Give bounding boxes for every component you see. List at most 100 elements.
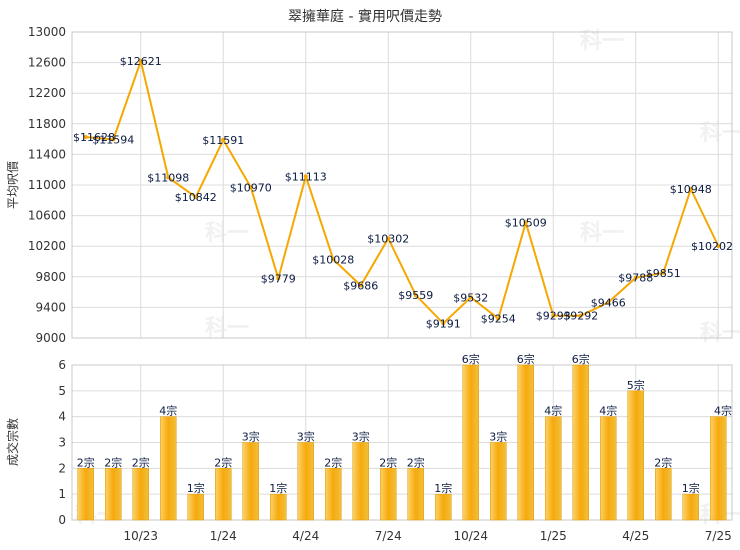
price-data-label: $9779 xyxy=(261,272,296,285)
volume-bar xyxy=(435,493,452,521)
x-tick-label: 1/25 xyxy=(540,529,567,543)
price-point xyxy=(138,58,143,63)
price-data-label: $10028 xyxy=(312,253,354,266)
volume-data-label: 2宗 xyxy=(104,455,122,469)
volume-data-label: 1宗 xyxy=(187,481,205,495)
price-data-label: $11098 xyxy=(147,172,189,185)
price-point xyxy=(221,137,226,142)
volume-data-label: 4宗 xyxy=(714,404,732,418)
x-tick-label: 1/24 xyxy=(210,529,237,543)
price-point xyxy=(661,270,666,275)
y-tick-label: 13000 xyxy=(28,25,66,39)
price-data-label: $11113 xyxy=(285,170,327,183)
price-point xyxy=(358,283,363,288)
volume-data-label: 4宗 xyxy=(544,404,562,418)
price-point xyxy=(496,316,501,321)
volume-bar xyxy=(572,364,589,521)
price-point xyxy=(248,185,253,190)
y-tick-label: 2 xyxy=(58,461,66,475)
price-data-label: $9292 xyxy=(563,310,598,323)
volume-data-label: 1宗 xyxy=(434,481,452,495)
volume-bar xyxy=(545,416,562,521)
price-point xyxy=(578,313,583,318)
price-data-label: $11591 xyxy=(202,134,244,147)
price-series-line xyxy=(85,57,720,325)
volume-y-axis-label: 成交宗數 xyxy=(5,418,20,466)
price-data-label: $10302 xyxy=(367,232,409,245)
chart-title: 翠擁華庭 - 實用呎價走勢 xyxy=(288,8,442,25)
price-data-label: $10509 xyxy=(505,217,547,230)
volume-bar xyxy=(105,468,122,521)
volume-data-label: 2宗 xyxy=(654,455,672,469)
volume-bar xyxy=(297,442,314,521)
volume-bar xyxy=(242,442,259,521)
volume-bar xyxy=(270,493,287,521)
price-data-label: $9293 xyxy=(536,310,571,323)
volume-data-label: 2宗 xyxy=(324,455,342,469)
volume-data-label: 3宗 xyxy=(297,430,315,444)
y-tick-label: 10600 xyxy=(28,209,66,223)
volume-x-axis: 10/23 1/24 4/24 7/24 10/24 1/25 4/25 7/25 xyxy=(123,529,731,543)
y-tick-label: 10200 xyxy=(28,239,66,253)
volume-data-label: 4宗 xyxy=(159,404,177,418)
volume-bar xyxy=(352,442,369,521)
volume-bar xyxy=(710,416,727,521)
volume-data-label: 3宗 xyxy=(352,430,370,444)
volume-data-label: 2宗 xyxy=(379,455,397,469)
price-point xyxy=(331,257,336,262)
y-tick-label: 11400 xyxy=(28,147,66,161)
y-tick-label: 0 xyxy=(58,513,66,527)
volume-data-label: 6宗 xyxy=(517,352,535,366)
price-point xyxy=(523,220,528,225)
volume-bar xyxy=(77,468,94,521)
x-tick-label: 10/23 xyxy=(123,529,158,543)
price-plot-frame xyxy=(71,31,733,339)
volume-data-label: 2宗 xyxy=(214,455,232,469)
volume-data-label: 2宗 xyxy=(132,455,150,469)
price-point xyxy=(193,195,198,200)
x-tick-label: 4/24 xyxy=(292,529,319,543)
x-tick-label: 4/25 xyxy=(622,529,649,543)
watermark-text: 科一 xyxy=(580,221,624,246)
volume-bar xyxy=(132,468,149,521)
volume-bar xyxy=(160,416,177,521)
y-tick-label: 11800 xyxy=(28,117,66,131)
price-data-label: $9788 xyxy=(618,272,653,285)
volume-bar xyxy=(627,390,644,521)
price-point xyxy=(111,137,116,142)
price-point xyxy=(441,321,446,326)
y-tick-label: 12200 xyxy=(28,86,66,100)
price-point xyxy=(468,295,473,300)
volume-bar xyxy=(682,493,699,521)
price-data-label: $10842 xyxy=(175,191,217,204)
x-tick-label: 7/25 xyxy=(705,529,732,543)
y-tick-label: 9400 xyxy=(35,300,66,314)
volume-bar xyxy=(490,442,507,521)
price-data-label: $9191 xyxy=(426,317,461,330)
volume-bar xyxy=(380,468,397,521)
volume-data-label: 1宗 xyxy=(269,481,287,495)
y-tick-label: 9000 xyxy=(35,331,66,345)
watermark-text: 科一 xyxy=(580,29,624,54)
volume-data-label: 2宗 xyxy=(77,455,95,469)
x-tick-label: 10/24 xyxy=(453,529,488,543)
price-data-label: $9254 xyxy=(481,313,516,326)
volume-bar xyxy=(462,364,479,521)
y-tick-label: 9800 xyxy=(35,270,66,284)
price-point xyxy=(303,174,308,179)
price-y-axis-label: 平均呎價 xyxy=(6,161,20,209)
price-data-label: $9851 xyxy=(646,267,681,280)
volume-y-axis: 0 1 2 3 4 5 6 xyxy=(58,358,66,527)
volume-bars xyxy=(77,364,727,521)
price-point xyxy=(276,276,281,281)
price-point xyxy=(606,300,611,305)
price-data-label: $12621 xyxy=(120,55,162,68)
price-point xyxy=(716,244,721,249)
price-point xyxy=(386,236,391,241)
watermark-text: 科一 xyxy=(700,121,740,146)
price-data-label: $11628 xyxy=(73,131,115,144)
volume-bar xyxy=(407,468,424,521)
